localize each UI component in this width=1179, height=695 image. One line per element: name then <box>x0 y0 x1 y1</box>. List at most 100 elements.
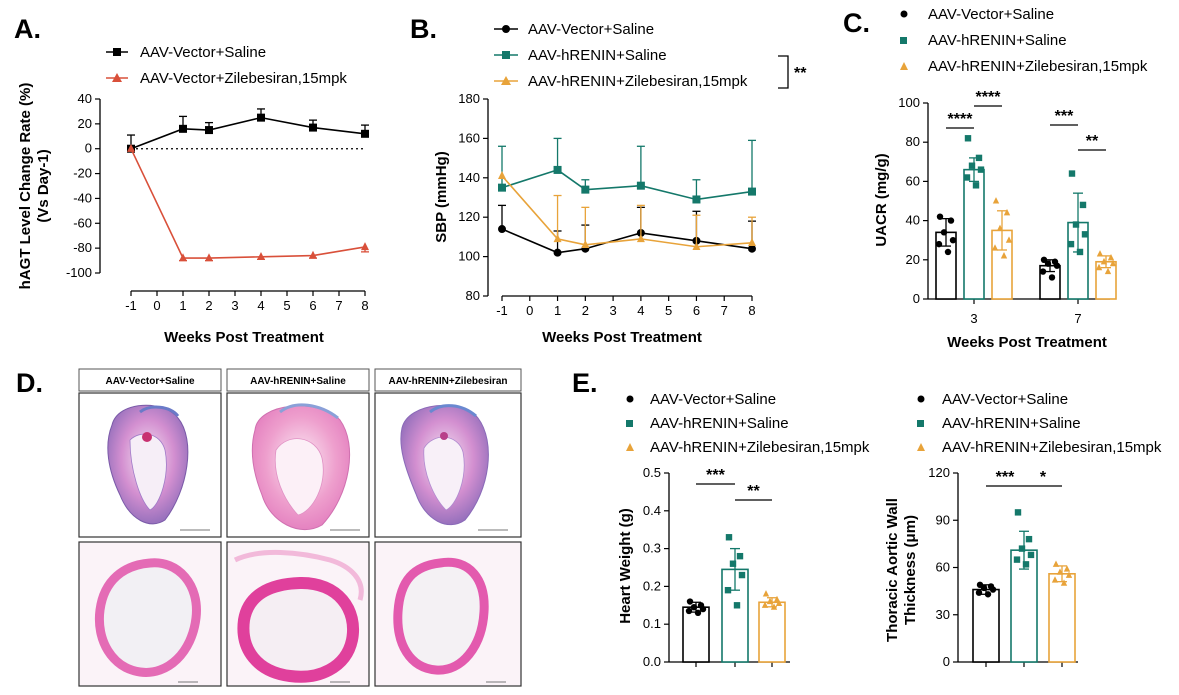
legend-text-renin-b: AAV-hRENIN+Saline <box>528 47 667 64</box>
data-point <box>498 171 506 180</box>
x-tick-label: -1 <box>125 298 137 313</box>
data-point <box>1014 509 1022 516</box>
data-point <box>968 162 976 169</box>
x-tick-label: 3 <box>609 303 616 318</box>
data-point <box>581 239 590 248</box>
x-tick-label: 3 <box>231 298 238 313</box>
legend-marker-renin-c <box>900 37 907 44</box>
x-tick-label: 3 <box>970 311 977 326</box>
data-point <box>205 126 213 135</box>
data-point <box>963 174 971 181</box>
legend-text-vector: AAV-Vector+Saline <box>140 44 266 61</box>
y-axis-title-c: UACR (mg/g) <box>873 153 890 246</box>
y-tick-label: 20 <box>78 116 92 131</box>
data-point <box>977 166 985 173</box>
data-point <box>940 229 948 236</box>
y-tick-label: 0 <box>85 141 92 156</box>
y-tick-label: 140 <box>458 170 480 185</box>
data-point <box>205 253 213 262</box>
data-point <box>1005 236 1013 243</box>
data-point <box>964 135 972 142</box>
data-point <box>992 197 1000 204</box>
data-point <box>498 225 506 234</box>
legend-b: AAV-Vector+Saline AAV-hRENIN+Saline AAV-… <box>494 21 807 90</box>
panel-label-a: A. <box>14 14 41 44</box>
data-point <box>686 598 694 605</box>
data-point <box>361 129 369 138</box>
data-point <box>636 181 645 190</box>
data-point <box>690 603 698 611</box>
data-point <box>996 224 1004 231</box>
data-point <box>738 571 746 579</box>
data-point <box>1003 208 1011 216</box>
legend-marker-zile-b <box>501 76 511 85</box>
x-tick-label: 5 <box>665 303 672 318</box>
series-line <box>130 116 366 150</box>
data-point <box>1063 565 1071 572</box>
data-point <box>694 609 702 617</box>
x-axis-title-a: Weeks Post Treatment <box>164 329 324 346</box>
bar <box>682 606 710 663</box>
data-point <box>725 534 733 541</box>
data-point <box>1067 240 1075 248</box>
data-point <box>1018 545 1026 552</box>
legend-marker-renin-e1 <box>626 420 633 427</box>
aorta-image-renin <box>226 541 370 687</box>
histology-header-box-2 <box>226 368 370 392</box>
data-point <box>949 237 957 244</box>
significance-label: ** <box>747 483 760 500</box>
y-tick-label: 0 <box>943 654 950 669</box>
legend-text-renin-c: AAV-hRENIN+Saline <box>928 32 1067 49</box>
data-point <box>936 213 944 220</box>
data-point <box>724 586 732 594</box>
x-tick-label: -1 <box>496 303 508 318</box>
data-point <box>975 154 983 162</box>
data-point <box>989 586 997 593</box>
data-point <box>1051 576 1059 583</box>
y-tick-label: 0 <box>913 291 920 306</box>
y-tick-label: 80 <box>466 288 480 303</box>
y-tick-label: 0.0 <box>643 654 661 669</box>
x-tick-label: 1 <box>554 303 561 318</box>
legend-marker-zile <box>112 73 122 82</box>
data-point <box>1013 556 1021 563</box>
data-point <box>361 242 369 251</box>
data-point <box>991 244 999 251</box>
data-point <box>1027 551 1035 559</box>
x-axis-title-c: Weeks Post Treatment <box>947 334 1107 351</box>
histology-header-2: AAV-hRENIN+Saline <box>250 376 346 387</box>
data-point <box>1022 561 1030 568</box>
data-point <box>1096 250 1104 257</box>
data-point <box>692 241 701 250</box>
y-tick-label: 180 <box>458 91 480 106</box>
data-point <box>636 234 645 243</box>
histology-header-1: AAV-Vector+Saline <box>105 376 194 387</box>
data-point <box>770 603 778 610</box>
data-point <box>766 597 774 605</box>
data-point <box>748 244 756 253</box>
chart-e1: 0.00.10.20.30.40.5 ***** Heart Weight (g… <box>617 465 790 669</box>
data-point <box>257 113 265 122</box>
y-axis-title-a-line2: (Vs Day-1) <box>35 149 52 222</box>
legend-marker-zile-e2 <box>917 443 925 451</box>
chart-c: AAV-Vector+Saline AAV-hRENIN+Saline AAV-… <box>873 6 1148 351</box>
series-line <box>130 148 366 259</box>
legend-marker-vector <box>113 48 121 56</box>
y-tick-label: 120 <box>928 465 950 480</box>
data-point <box>1048 274 1056 281</box>
legend-e2: AAV-Vector+Saline AAV-hRENIN+Saline AAV-… <box>917 391 1162 456</box>
data-point <box>1072 221 1080 228</box>
y-tick-label: 120 <box>458 209 480 224</box>
bar <box>963 168 985 300</box>
series-line <box>501 228 753 254</box>
panel-label-d: D. <box>16 368 43 398</box>
legend-marker-vector-e2 <box>917 395 925 403</box>
data-point <box>309 250 317 259</box>
y-tick-label: 90 <box>936 512 950 527</box>
y-tick-label: 0.1 <box>643 616 661 631</box>
significance-b: ** <box>794 65 807 82</box>
data-point <box>729 560 737 567</box>
x-tick-label: 1 <box>179 298 186 313</box>
legend-text-zile-b: AAV-hRENIN+Zilebesiran,15mpk <box>528 73 748 90</box>
data-point <box>1100 257 1108 265</box>
